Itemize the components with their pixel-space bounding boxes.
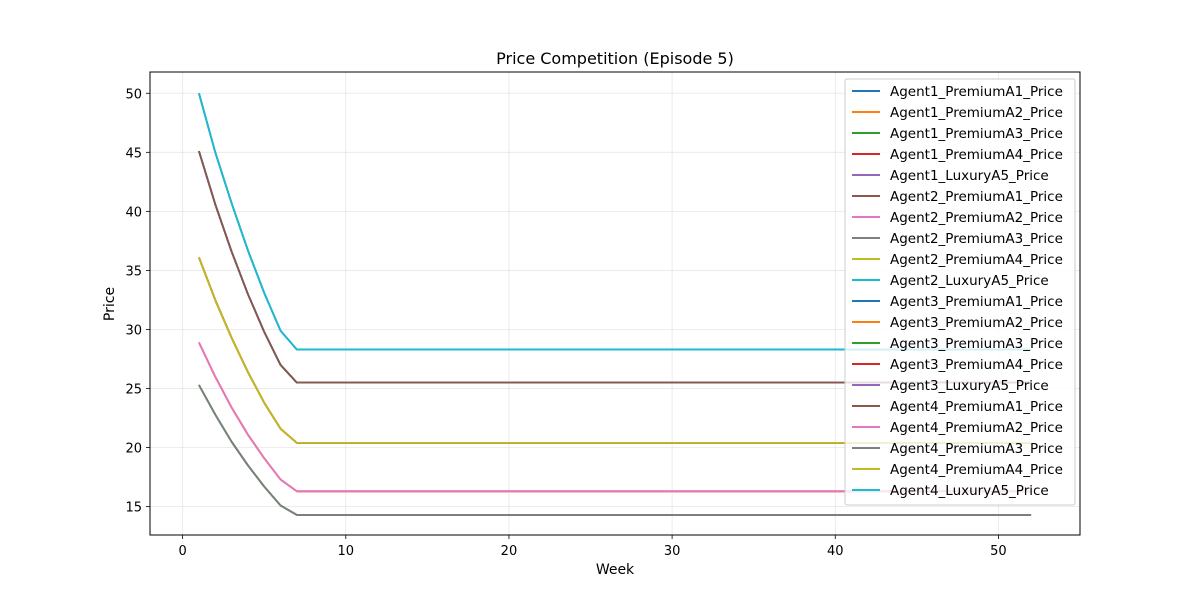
legend-label: Agent3_PremiumA3_Price (890, 336, 1063, 352)
x-axis-ticks: 0 10 20 30 40 50 (178, 535, 1007, 559)
legend-label: Agent4_PremiumA2_Price (890, 420, 1063, 436)
legend-box (844, 78, 1076, 506)
legend-label: Agent2_PremiumA1_Price (890, 189, 1063, 205)
y-tick-label: 45 (125, 146, 142, 161)
legend-label: Agent1_PremiumA4_Price (890, 147, 1063, 163)
y-tick-label: 35 (125, 264, 142, 279)
x-tick-label: 0 (178, 544, 186, 559)
legend-label: Agent3_PremiumA2_Price (890, 315, 1063, 331)
legend-label: Agent4_PremiumA4_Price (890, 462, 1063, 478)
legend-label: Agent2_PremiumA4_Price (890, 252, 1063, 268)
y-axis-label: Price (102, 287, 118, 321)
x-tick-label: 50 (990, 544, 1007, 559)
plot-frame (149, 71, 1081, 536)
legend-label: Agent4_LuxuryA5_Price (890, 483, 1049, 499)
legend-label: Agent4_PremiumA3_Price (890, 441, 1063, 457)
legend-label: Agent1_PremiumA3_Price (890, 126, 1063, 142)
x-tick-label: 30 (664, 544, 681, 559)
legend-label: Agent1_PremiumA2_Price (890, 105, 1063, 121)
y-tick-label: 20 (125, 442, 142, 457)
x-tick-label: 40 (827, 544, 844, 559)
y-tick-label: 15 (125, 501, 142, 516)
series-line-agent4-premiuma3-price (198, 384, 1032, 516)
legend-label: Agent3_PremiumA1_Price (890, 294, 1063, 310)
x-tick-label: 20 (501, 544, 518, 559)
legend-label: Agent2_PremiumA2_Price (890, 210, 1063, 226)
legend-label: Agent3_LuxuryA5_Price (890, 378, 1049, 394)
y-tick-label: 25 (125, 383, 142, 398)
legend-label: Agent2_PremiumA3_Price (890, 231, 1063, 247)
legend: Agent1_PremiumA1_Price Agent1_PremiumA2_P… (844, 78, 1076, 506)
legend-label: Agent2_LuxuryA5_Price (890, 273, 1049, 289)
y-tick-label: 30 (125, 323, 142, 338)
chart-title: Price Competition (Episode 5) (496, 49, 734, 68)
legend-label: Agent1_PremiumA1_Price (890, 84, 1063, 100)
legend-label: Agent1_LuxuryA5_Price (890, 168, 1049, 184)
legend-label: Agent4_PremiumA1_Price (890, 399, 1063, 415)
y-tick-label: 40 (125, 205, 142, 220)
x-tick-label: 10 (338, 544, 355, 559)
x-axis-label: Week (596, 562, 635, 578)
y-axis-ticks: 15 20 25 30 35 40 45 50 (125, 87, 150, 516)
y-tick-label: 50 (125, 87, 142, 102)
legend-label: Agent3_PremiumA4_Price (890, 357, 1063, 373)
